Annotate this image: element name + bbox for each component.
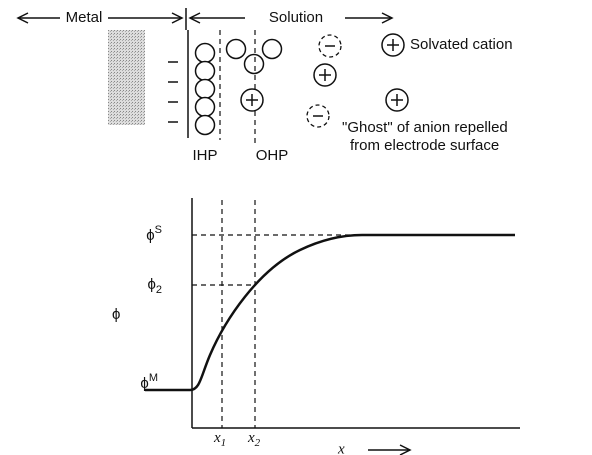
- cation-label: Solvated cation: [410, 36, 513, 53]
- ghost-label: from electrode surface: [350, 137, 499, 154]
- x2-label: x2: [247, 430, 261, 448]
- y-axis-label: ϕ: [112, 306, 120, 323]
- x1-label: x1: [213, 430, 226, 448]
- graph: [145, 198, 520, 455]
- x-axis-label: x: [337, 441, 345, 455]
- ohp-label: OHP: [256, 147, 289, 164]
- ihp-label: IHP: [192, 147, 217, 164]
- metal-label: Metal: [66, 9, 103, 26]
- metal-block: [108, 30, 145, 125]
- solution-label: Solution: [269, 9, 323, 26]
- ghost-label: "Ghost" of anion repelled: [342, 119, 508, 136]
- diagram: Metal Solution Solvated cation "Ghost" o…: [0, 0, 592, 455]
- page: Metal Solution Solvated cation "Ghost" o…: [0, 0, 592, 455]
- phi-2-label: ϕ2: [147, 276, 162, 296]
- phi-s-label: ϕS: [146, 224, 162, 244]
- electrode: [168, 30, 188, 138]
- potential-curve: [145, 235, 515, 390]
